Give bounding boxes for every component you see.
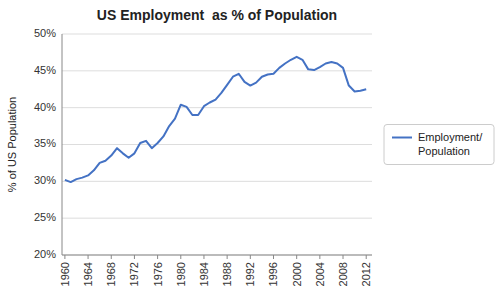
- x-tick: [180, 255, 181, 259]
- y-tick-label: 20%: [34, 248, 56, 260]
- y-axis: 20% 25% 30% 35% 40% 45% 50%: [34, 27, 62, 260]
- x-tick: [157, 255, 158, 259]
- grid: [62, 34, 372, 255]
- x-tick: [88, 255, 89, 259]
- x-tick-label: 1976: [152, 262, 164, 286]
- series-line: [65, 57, 366, 182]
- x-tick-label: 1968: [105, 262, 117, 286]
- x-tick-label: 1988: [221, 262, 233, 286]
- y-tick-label: 40%: [34, 101, 56, 113]
- x-tick-label: 1980: [175, 262, 187, 286]
- grid-line: [62, 34, 372, 35]
- x-tick-label: 1960: [59, 262, 71, 286]
- y-tick-label: 25%: [34, 211, 56, 223]
- y-tick-label: 50%: [34, 27, 56, 39]
- y-axis-label: % of US Population: [6, 97, 18, 192]
- x-tick: [227, 255, 228, 259]
- x-tick-label: 1996: [267, 262, 279, 286]
- grid-line: [62, 255, 372, 256]
- y-axis-line: [62, 34, 63, 255]
- x-axis: 1960 1964 1968 1972 1976 1980 1984 1988 1992 1996…: [59, 255, 372, 286]
- x-tick: [366, 255, 367, 259]
- x-tick-label: 2004: [314, 262, 326, 286]
- y-tick-label: 35%: [34, 137, 56, 149]
- grid-line: [62, 144, 372, 145]
- x-tick-label: 2012: [360, 262, 372, 286]
- grid-line: [62, 218, 372, 219]
- legend-label: Employment/Population: [418, 130, 483, 156]
- grid-line: [62, 181, 372, 182]
- chart: 20% 25% 30% 35% 40% 45% 50% 1960 1964 1968 1972 197…: [0, 0, 500, 301]
- x-tick: [319, 255, 320, 259]
- x-tick: [111, 255, 112, 259]
- x-tick: [273, 255, 274, 259]
- x-tick: [296, 255, 297, 259]
- x-tick-label: 1992: [244, 262, 256, 286]
- x-tick: [343, 255, 344, 259]
- title: US Employment as % of Population: [97, 7, 337, 23]
- legend: Employment/Population: [384, 125, 494, 165]
- legend-label-line: Population: [418, 144, 470, 156]
- y-tick-label: 30%: [34, 174, 56, 186]
- plot-data: [65, 57, 366, 182]
- x-tick-label: 1984: [198, 262, 210, 286]
- x-tick-label: 2000: [291, 262, 303, 286]
- x-tick: [203, 255, 204, 259]
- x-tick: [64, 255, 65, 259]
- grid-line: [62, 107, 372, 108]
- x-axis-line: [62, 255, 372, 256]
- x-tick: [250, 255, 251, 259]
- legend-swatch: [392, 137, 412, 139]
- legend-label-line: Employment/: [418, 130, 483, 142]
- legend-box: [384, 125, 494, 165]
- x-tick-label: 1972: [128, 262, 140, 286]
- y-tick-label: 45%: [34, 64, 56, 76]
- grid-line: [62, 70, 372, 71]
- x-tick: [134, 255, 135, 259]
- x-tick-label: 1964: [82, 262, 94, 286]
- x-tick-label: 2008: [337, 262, 349, 286]
